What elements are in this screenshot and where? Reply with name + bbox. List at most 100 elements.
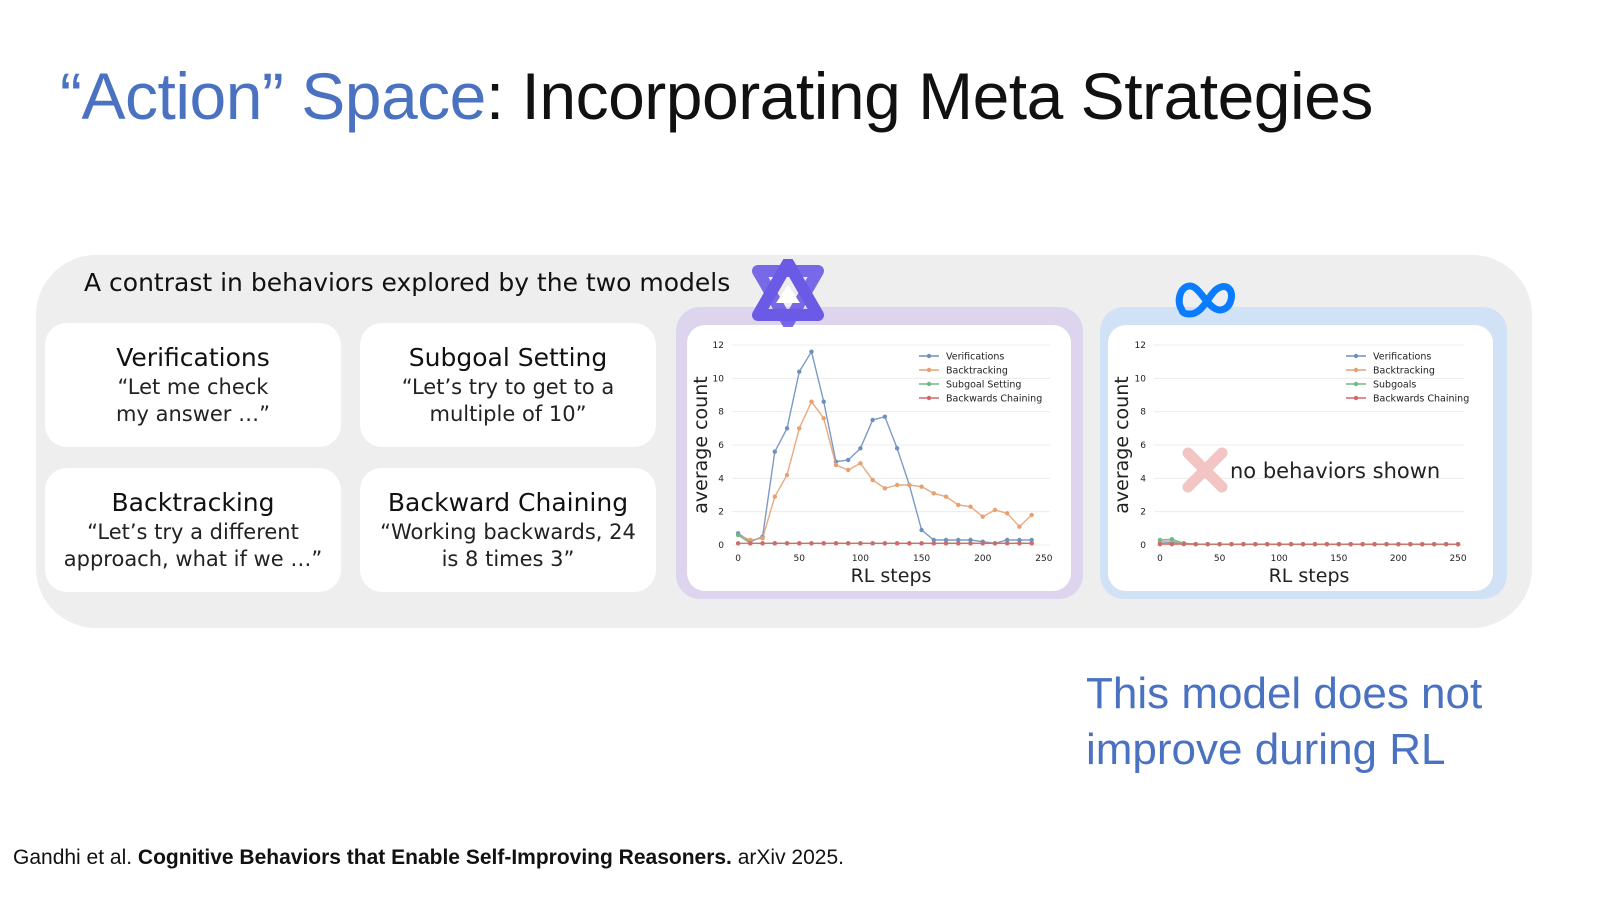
data-point [748,537,753,543]
legend-marker [926,395,932,401]
data-point [1029,537,1034,543]
data-point [882,414,888,419]
meta-behavior-chart: 0 2 4 6 8 10 12 0 50 100 150 200 250 RL steps average … [1111,341,1469,587]
data-point [1360,541,1365,547]
data-point [821,541,826,546]
data-point [894,482,900,488]
legend-label: Verifications [946,352,1004,363]
data-point [1241,541,1246,547]
legend-marker [1353,381,1359,387]
y-tick-label: 4 [718,474,724,484]
data-point [1336,541,1342,547]
data-point [845,457,851,463]
card-subgoal-setting: Subgoal Setting “Let’s try to get to a m… [360,323,656,447]
data-point [931,537,937,543]
card-title: Verifications [116,343,270,372]
x-axis-label: RL steps [851,565,932,587]
cross-stroke [1182,447,1228,493]
data-point [772,494,778,499]
data-point [919,527,924,533]
legend-marker [1353,367,1359,373]
card-backtracking: Backtracking “Let’s try a different appr… [45,468,341,592]
data-point [833,462,839,468]
data-point [968,537,973,543]
panel-heading: A contrast in behaviors explored by the … [84,268,731,297]
cross-icon [1182,447,1228,493]
x-tick-label: 250 [1035,554,1052,564]
data-point [980,514,985,519]
data-point [784,426,790,431]
legend-label: Subgoals [1373,380,1416,391]
data-point [907,541,912,546]
data-point [870,541,875,546]
data-point [943,537,949,543]
data-point [1384,541,1389,547]
x-tick-label: 0 [1157,554,1163,564]
data-point [968,541,973,546]
y-tick-label: 12 [713,341,724,351]
x-tick-label: 250 [1449,554,1466,564]
data-point [821,399,826,404]
data-point [882,486,888,491]
data-point [1372,541,1377,547]
y-tick-label: 2 [718,508,724,518]
data-point [1029,541,1034,546]
data-point [1300,541,1306,547]
data-point [1004,537,1010,543]
y-tick-label: 8 [718,408,724,418]
data-point [919,484,924,489]
data-point [1004,511,1010,516]
x-axis-label: RL steps [1269,565,1350,587]
legend-label: Verifications [1373,352,1431,363]
data-point [1324,541,1330,547]
data-point [735,532,741,538]
data-point [1455,541,1461,547]
data-point [968,504,973,509]
data-point [1288,541,1294,547]
x-tick-label: 100 [1271,554,1288,564]
conclusion-note: This model does not improve during RL [1086,669,1483,774]
data-point [1408,541,1413,547]
card-title: Backward Chaining [387,488,629,517]
data-point [845,541,851,546]
data-point [760,536,765,541]
y-tick-label: 0 [1140,541,1146,551]
legend-label: Backtracking [946,366,1008,377]
data-point [931,491,937,496]
y-tick-label: 12 [1135,341,1146,351]
y-tick-label: 8 [1140,408,1146,418]
card-quote: “Working backwards, 24 is 8 times 3” [380,520,636,571]
legend-marker [926,381,932,387]
citation-venue: arXiv 2025. [731,846,844,869]
citation-authors: Gandhi et al. [13,846,138,869]
data-point [1253,541,1258,547]
data-point [858,461,863,466]
data-point [772,449,778,454]
card-quote: “Let me check my answer …” [116,375,270,426]
citation-paper: Cognitive Behaviors that Enable Self-Imp… [137,846,732,869]
data-point [1017,524,1022,529]
data-point [797,541,802,546]
data-point [943,541,949,546]
data-point [784,541,790,546]
data-point [809,541,814,546]
data-point [1396,541,1401,547]
data-point [748,541,753,546]
data-point [845,467,851,473]
legend-label: Backwards Chaining [946,394,1042,405]
y-tick-label: 4 [1140,474,1146,484]
data-point [1017,541,1022,546]
x-tick-label: 0 [735,554,741,564]
data-point [1157,537,1163,543]
title-rest: : Incorporating Meta Strategies [485,59,1373,133]
data-point [1265,541,1270,547]
data-point [1205,541,1210,547]
meta-logo-icon [1174,280,1238,325]
x-tick-label: 100 [852,554,869,564]
data-point [943,494,949,499]
x-tick-label: 50 [1214,554,1226,564]
data-point [1181,541,1187,547]
data-point [797,426,802,431]
data-point [1169,541,1175,547]
data-point [809,399,814,404]
